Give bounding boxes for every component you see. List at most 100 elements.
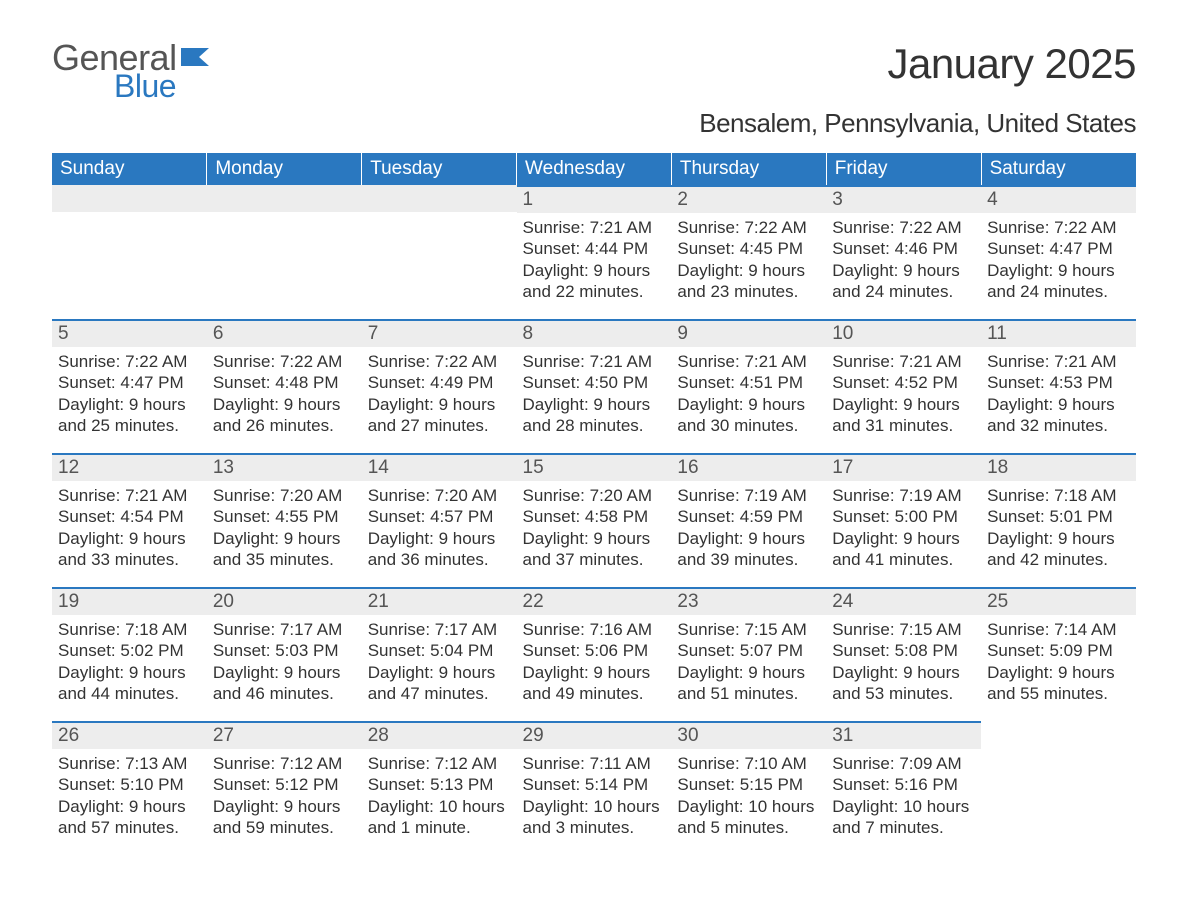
sunset-label: Sunset: bbox=[368, 507, 430, 526]
sunrise-line: Sunrise: 7:17 AM bbox=[213, 619, 356, 640]
sunset-line: Sunset: 5:15 PM bbox=[677, 774, 820, 795]
sunset-line: Sunset: 5:06 PM bbox=[523, 640, 666, 661]
sunset-line: Sunset: 4:55 PM bbox=[213, 506, 356, 527]
daylight-label: Daylight: bbox=[677, 663, 748, 682]
sunset-label: Sunset: bbox=[368, 373, 430, 392]
sunrise-line: Sunrise: 7:14 AM bbox=[987, 619, 1130, 640]
daylight-line: Daylight: 10 hours and 5 minutes. bbox=[677, 796, 820, 839]
day-number: 18 bbox=[981, 453, 1136, 481]
sunrise-value: 7:12 AM bbox=[435, 754, 497, 773]
daylight-line: Daylight: 9 hours and 59 minutes. bbox=[213, 796, 356, 839]
sunrise-value: 7:19 AM bbox=[744, 486, 806, 505]
calendar-week-row: 1Sunrise: 7:21 AMSunset: 4:44 PMDaylight… bbox=[52, 185, 1136, 319]
day-number: 14 bbox=[362, 453, 517, 481]
day-number-empty bbox=[362, 185, 517, 212]
sunrise-line: Sunrise: 7:22 AM bbox=[213, 351, 356, 372]
calendar-cell: 2Sunrise: 7:22 AMSunset: 4:45 PMDaylight… bbox=[671, 185, 826, 319]
day-body: Sunrise: 7:15 AMSunset: 5:07 PMDaylight:… bbox=[671, 615, 826, 708]
sunset-value: 4:47 PM bbox=[1049, 239, 1112, 258]
daylight-label: Daylight: bbox=[368, 797, 439, 816]
sunset-line: Sunset: 4:46 PM bbox=[832, 238, 975, 259]
sunset-value: 5:03 PM bbox=[275, 641, 338, 660]
sunset-label: Sunset: bbox=[523, 507, 585, 526]
sunrise-label: Sunrise: bbox=[368, 352, 435, 371]
day-number: 16 bbox=[671, 453, 826, 481]
calendar-head: SundayMondayTuesdayWednesdayThursdayFrid… bbox=[52, 153, 1136, 185]
calendar-cell bbox=[981, 721, 1136, 855]
sunrise-line: Sunrise: 7:21 AM bbox=[832, 351, 975, 372]
daylight-label: Daylight: bbox=[58, 395, 129, 414]
daylight-label: Daylight: bbox=[368, 395, 439, 414]
sunrise-value: 7:11 AM bbox=[590, 754, 651, 773]
day-number: 22 bbox=[517, 587, 672, 615]
day-body: Sunrise: 7:22 AMSunset: 4:47 PMDaylight:… bbox=[981, 213, 1136, 306]
sunset-value: 5:12 PM bbox=[275, 775, 338, 794]
daylight-label: Daylight: bbox=[58, 529, 129, 548]
day-body: Sunrise: 7:19 AMSunset: 5:00 PMDaylight:… bbox=[826, 481, 981, 574]
calendar-cell: 21Sunrise: 7:17 AMSunset: 5:04 PMDayligh… bbox=[362, 587, 517, 721]
sunrise-value: 7:21 AM bbox=[125, 486, 187, 505]
daylight-line: Daylight: 9 hours and 28 minutes. bbox=[523, 394, 666, 437]
calendar-cell: 12Sunrise: 7:21 AMSunset: 4:54 PMDayligh… bbox=[52, 453, 207, 587]
sunrise-label: Sunrise: bbox=[987, 620, 1054, 639]
daylight-label: Daylight: bbox=[677, 529, 748, 548]
day-number: 5 bbox=[52, 319, 207, 347]
sunrise-value: 7:22 AM bbox=[280, 352, 342, 371]
calendar-cell: 29Sunrise: 7:11 AMSunset: 5:14 PMDayligh… bbox=[517, 721, 672, 855]
sunset-line: Sunset: 4:57 PM bbox=[368, 506, 511, 527]
day-number: 3 bbox=[826, 185, 981, 213]
sunrise-label: Sunrise: bbox=[523, 218, 590, 237]
daylight-label: Daylight: bbox=[523, 529, 594, 548]
sunrise-line: Sunrise: 7:13 AM bbox=[58, 753, 201, 774]
sunrise-line: Sunrise: 7:15 AM bbox=[832, 619, 975, 640]
sunset-label: Sunset: bbox=[523, 775, 585, 794]
sunrise-value: 7:22 AM bbox=[899, 218, 961, 237]
daylight-line: Daylight: 9 hours and 27 minutes. bbox=[368, 394, 511, 437]
daylight-line: Daylight: 9 hours and 51 minutes. bbox=[677, 662, 820, 705]
sunset-label: Sunset: bbox=[832, 507, 894, 526]
calendar-cell: 31Sunrise: 7:09 AMSunset: 5:16 PMDayligh… bbox=[826, 721, 981, 855]
sunset-value: 4:54 PM bbox=[120, 507, 183, 526]
sunrise-value: 7:22 AM bbox=[1054, 218, 1116, 237]
sunset-line: Sunset: 4:59 PM bbox=[677, 506, 820, 527]
sunrise-line: Sunrise: 7:10 AM bbox=[677, 753, 820, 774]
sunset-line: Sunset: 5:12 PM bbox=[213, 774, 356, 795]
daylight-label: Daylight: bbox=[213, 529, 284, 548]
daylight-line: Daylight: 9 hours and 22 minutes. bbox=[523, 260, 666, 303]
sunset-label: Sunset: bbox=[213, 641, 275, 660]
sunset-value: 4:52 PM bbox=[895, 373, 958, 392]
day-body: Sunrise: 7:18 AMSunset: 5:01 PMDaylight:… bbox=[981, 481, 1136, 574]
sunrise-line: Sunrise: 7:12 AM bbox=[213, 753, 356, 774]
daylight-label: Daylight: bbox=[987, 529, 1058, 548]
sunrise-value: 7:17 AM bbox=[280, 620, 342, 639]
sunset-label: Sunset: bbox=[368, 641, 430, 660]
sunset-line: Sunset: 5:08 PM bbox=[832, 640, 975, 661]
sunset-value: 5:04 PM bbox=[430, 641, 493, 660]
sunset-value: 5:14 PM bbox=[585, 775, 648, 794]
daylight-label: Daylight: bbox=[58, 797, 129, 816]
sunset-value: 4:46 PM bbox=[895, 239, 958, 258]
sunset-value: 5:06 PM bbox=[585, 641, 648, 660]
daylight-label: Daylight: bbox=[987, 395, 1058, 414]
sunrise-line: Sunrise: 7:22 AM bbox=[677, 217, 820, 238]
daylight-label: Daylight: bbox=[832, 529, 903, 548]
sunrise-label: Sunrise: bbox=[832, 486, 899, 505]
day-number: 11 bbox=[981, 319, 1136, 347]
sunset-line: Sunset: 5:04 PM bbox=[368, 640, 511, 661]
sunset-value: 5:13 PM bbox=[430, 775, 493, 794]
daylight-label: Daylight: bbox=[213, 395, 284, 414]
day-body: Sunrise: 7:21 AMSunset: 4:54 PMDaylight:… bbox=[52, 481, 207, 574]
calendar-cell: 19Sunrise: 7:18 AMSunset: 5:02 PMDayligh… bbox=[52, 587, 207, 721]
day-number: 4 bbox=[981, 185, 1136, 213]
calendar-week-row: 26Sunrise: 7:13 AMSunset: 5:10 PMDayligh… bbox=[52, 721, 1136, 855]
day-number: 19 bbox=[52, 587, 207, 615]
day-body: Sunrise: 7:12 AMSunset: 5:13 PMDaylight:… bbox=[362, 749, 517, 842]
sunset-label: Sunset: bbox=[832, 775, 894, 794]
sunrise-value: 7:21 AM bbox=[744, 352, 806, 371]
sunset-label: Sunset: bbox=[832, 373, 894, 392]
day-body: Sunrise: 7:21 AMSunset: 4:52 PMDaylight:… bbox=[826, 347, 981, 440]
daylight-label: Daylight: bbox=[987, 663, 1058, 682]
calendar-cell: 28Sunrise: 7:12 AMSunset: 5:13 PMDayligh… bbox=[362, 721, 517, 855]
sunset-line: Sunset: 4:51 PM bbox=[677, 372, 820, 393]
sunset-value: 5:15 PM bbox=[740, 775, 803, 794]
